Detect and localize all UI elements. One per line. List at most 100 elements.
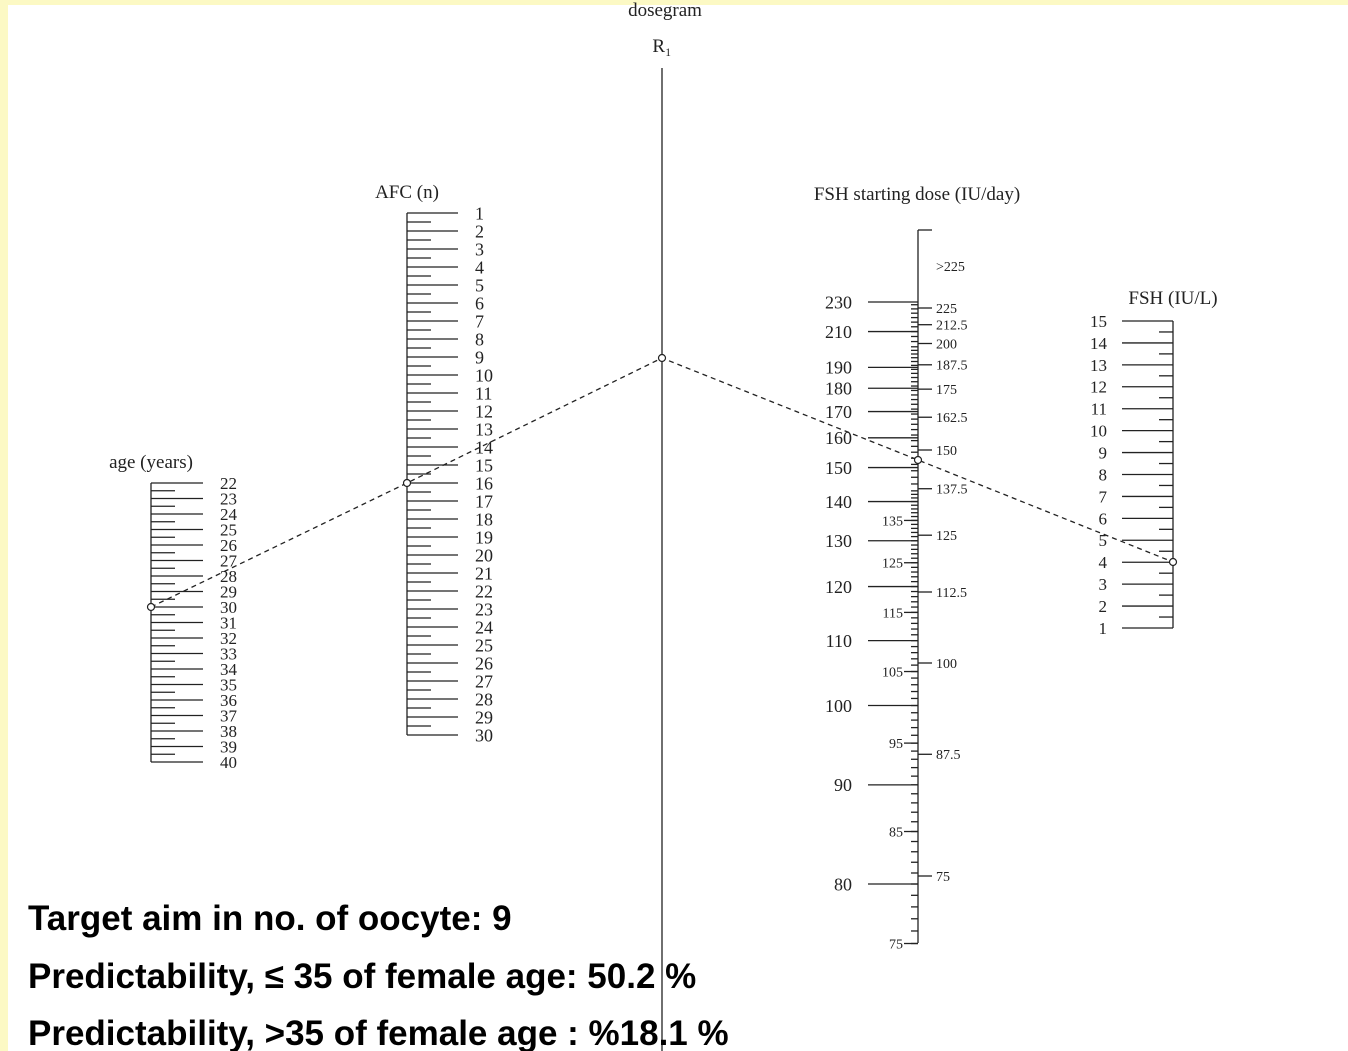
- tick-label: 3: [475, 239, 484, 259]
- tick-label: 75: [936, 870, 950, 885]
- tick-label: 225: [936, 302, 957, 317]
- tick-label: 40: [220, 753, 237, 772]
- tick-label: 10: [475, 365, 493, 385]
- tick-label: 23: [475, 599, 493, 619]
- tick-label: 2: [475, 221, 484, 241]
- reading-point: [1168, 557, 1178, 567]
- tick-label: 15: [1090, 312, 1107, 331]
- tick-label: 10: [1090, 422, 1107, 441]
- tick-label: 135: [882, 514, 903, 529]
- tick-label: >225: [936, 260, 965, 275]
- tick-label: 28: [475, 689, 493, 709]
- tick-label: 6: [1099, 509, 1108, 528]
- tick-label: 125: [882, 557, 903, 572]
- tick-label: 9: [1099, 444, 1108, 463]
- afc-title: AFC (n): [375, 182, 439, 203]
- title: dosegram: [628, 0, 702, 21]
- note: Predictability, >35 of female age : %18.…: [28, 1014, 729, 1051]
- tick-label: 162.5: [936, 411, 968, 426]
- tick-label: 25: [220, 520, 237, 539]
- note: Predictability, ≤ 35 of female age: 50.2…: [28, 957, 696, 996]
- tick-label: 21: [475, 563, 493, 583]
- tick-label: 85: [889, 825, 903, 840]
- tick-label: 20: [475, 545, 493, 565]
- tick-label: 105: [882, 665, 903, 680]
- tick-label: 175: [936, 383, 957, 398]
- reading-point: [657, 353, 667, 363]
- tick-label: 36: [220, 691, 237, 710]
- tick-label: 34: [220, 660, 238, 679]
- tick-label: 150: [825, 458, 852, 478]
- tick-label: 14: [475, 437, 493, 457]
- reading-point: [146, 602, 156, 612]
- tick-label: 1: [475, 203, 484, 223]
- tick-label: 8: [1099, 465, 1108, 484]
- tick-label: 170: [825, 402, 852, 422]
- tick-label: 6: [475, 293, 484, 313]
- tick-label: 100: [825, 696, 852, 716]
- reading-point: [402, 478, 412, 488]
- tick-label: 2: [1099, 597, 1108, 616]
- tick-label: 140: [825, 492, 852, 512]
- fsh-title: FSH (IU/L): [1128, 288, 1217, 309]
- tick-label: 100: [936, 657, 957, 672]
- tick-label: 187.5: [936, 359, 968, 374]
- tick-label: 212.5: [936, 319, 968, 334]
- tick-label: 19: [475, 527, 493, 547]
- tick-label: 112.5: [936, 586, 967, 601]
- tick-label: 30: [475, 725, 493, 745]
- tick-label: 87.5: [936, 748, 961, 763]
- tick-label: 37: [220, 706, 238, 725]
- tick-label: 18: [475, 509, 493, 529]
- tick-label: 120: [825, 577, 852, 597]
- tick-label: 39: [220, 737, 237, 756]
- tick-label: 5: [475, 275, 484, 295]
- tick-label: 27: [475, 671, 493, 691]
- tick-label: 11: [1091, 400, 1107, 419]
- tick-label: 29: [475, 707, 493, 727]
- tick-label: 9: [475, 347, 484, 367]
- tick-label: 95: [889, 737, 903, 752]
- tick-label: 29: [220, 582, 237, 601]
- tick-label: 24: [475, 617, 493, 637]
- tick-label: 4: [1099, 553, 1108, 572]
- tick-label: 137.5: [936, 483, 968, 498]
- tick-label: 230: [825, 292, 852, 312]
- tick-label: 8: [475, 329, 484, 349]
- tick-label: 210: [825, 322, 852, 342]
- tick-label: 12: [1090, 378, 1107, 397]
- reading-point: [913, 455, 923, 465]
- tick-label: 7: [1099, 487, 1108, 506]
- tick-label: 90: [834, 775, 852, 795]
- tick-label: 27: [220, 551, 238, 570]
- tick-label: 180: [825, 379, 852, 399]
- tick-label: 30: [220, 598, 237, 617]
- note: Target aim in no. of oocyte: 9: [28, 899, 512, 938]
- tick-label: 25: [475, 635, 493, 655]
- tick-label: 26: [220, 536, 237, 555]
- tick-label: 80: [834, 874, 852, 894]
- tick-label: 190: [825, 358, 852, 378]
- tick-label: 35: [220, 675, 237, 694]
- tick-label: 32: [220, 629, 237, 648]
- tick-label: 3: [1099, 575, 1108, 594]
- tick-label: 13: [1090, 356, 1107, 375]
- tick-label: 22: [475, 581, 493, 601]
- age-title: age (years): [109, 452, 193, 473]
- tick-label: 130: [825, 531, 852, 551]
- tick-label: 4: [475, 257, 484, 277]
- tick-label: 13: [475, 419, 493, 439]
- tick-label: 11: [475, 383, 492, 403]
- r1-label: R₁: [652, 36, 671, 57]
- tick-label: 200: [936, 337, 957, 352]
- canvas: [8, 5, 1348, 1051]
- tick-label: 38: [220, 722, 237, 741]
- tick-label: 1: [1099, 619, 1108, 638]
- tick-label: 22: [220, 474, 237, 493]
- tick-label: 5: [1099, 531, 1108, 550]
- tick-label: 110: [826, 631, 852, 651]
- tick-label: 16: [475, 473, 493, 493]
- tick-label: 24: [220, 505, 238, 524]
